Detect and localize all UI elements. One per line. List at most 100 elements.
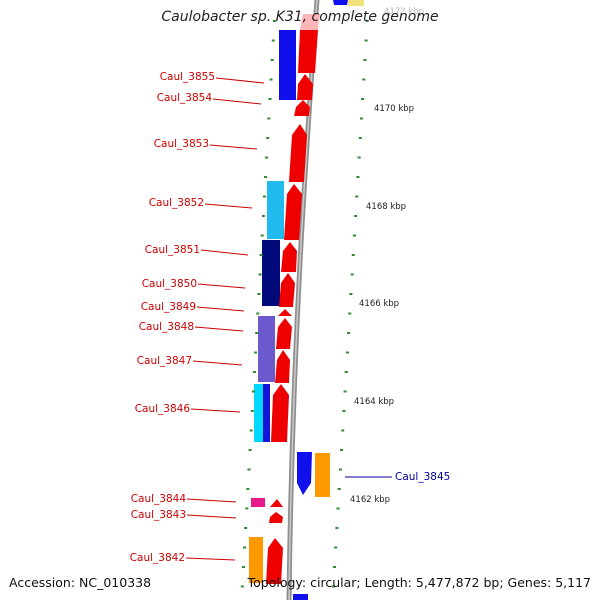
feature-block [279,30,296,100]
gene-label-leaders [185,77,392,561]
kbp-label: 4172 kbp [384,7,424,17]
tick-mark [264,176,268,178]
tick-mark [255,332,259,334]
tick-mark [267,117,271,120]
gene-label[interactable]: Caul_3850 [142,278,197,290]
kbp-label: 4166 kbp [359,299,399,309]
gene-arrow [298,30,318,73]
gene-arrow [275,350,290,383]
tick-mark [363,59,367,61]
tick-mark [270,59,274,61]
kbp-label: 4164 kbp [354,397,394,407]
tick-mark [256,312,260,315]
kbp-label: 4168 kbp [366,202,406,212]
gene-label[interactable]: Caul_3854 [157,92,213,104]
tick-mark [343,390,347,393]
kbp-label: 4170 kbp [374,104,414,114]
tick-mark [240,585,244,588]
tick-mark [244,527,248,529]
feature-block [249,537,263,583]
topology-text: Topology: circular; Length: 5,477,872 bp… [247,575,591,590]
tick-mark [357,156,361,159]
tick-mark [347,332,351,334]
gene-arrow [333,0,348,5]
tick-mark [260,234,264,237]
gene-arrow [281,242,297,272]
gene-arrow [269,512,283,523]
map-title: Caulobacter sp. K31, complete genome [161,9,439,25]
gene-arrow [297,452,312,495]
tick-mark [241,566,245,568]
tick-mark [252,371,256,373]
gene-label[interactable]: Caul_3848 [139,321,194,333]
tick-mark [336,507,340,510]
gene-label[interactable]: Caul_3849 [141,301,196,313]
tick-mark [340,449,344,451]
tick-mark [335,527,339,529]
gene-label[interactable]: Caul_3852 [149,197,204,209]
feature-block [315,453,330,497]
gene-label[interactable]: Caul_3843 [131,509,186,521]
tick-mark [355,195,359,198]
feature-block [263,384,270,442]
tick-mark [248,449,252,451]
gene-arrow [270,499,283,507]
gene-label[interactable]: Caul_3855 [160,71,215,83]
tick-mark [352,234,356,237]
tick-mark [362,78,366,81]
gene-label[interactable]: Caul_3851 [145,244,200,256]
tick-mark [334,546,338,549]
gene-arrow [289,124,307,182]
feature-block [267,181,284,239]
tick-mark [364,39,368,42]
tick-mark [331,585,335,588]
tick-mark [269,78,273,81]
tick-mark [345,351,349,354]
gene-arrow [271,384,289,442]
tick-mark [250,410,254,412]
tick-mark [247,468,251,471]
tick-mark [354,215,358,217]
accession-text: Accession: NC_010338 [9,575,152,590]
tick-mark [356,176,360,178]
feature-blocks [249,0,364,583]
tick-mark [344,371,348,373]
feature-block [258,316,275,382]
tick-mark [271,39,275,42]
tick-mark [258,273,262,276]
feature-block [348,0,364,6]
gene-arrows [266,0,348,600]
gene-arrow [293,594,308,600]
tick-mark [349,293,353,295]
tick-mark [365,20,369,22]
tick-mark [257,293,261,295]
tick-mark [351,254,355,256]
gene-arrow [278,309,292,316]
gene-arrow [294,100,310,116]
gene-labels: Caul_3855 Caul_3854 Caul_3853 Caul_3852 … [130,71,451,564]
tick-mark [341,429,345,432]
tick-mark [337,488,341,490]
feature-block [262,240,280,306]
tick-marks [240,20,369,588]
tick-mark [361,98,365,100]
tick-mark [350,273,354,276]
gene-arrow [284,184,302,240]
tick-mark [272,20,276,22]
gene-label[interactable]: Caul_3853 [154,138,209,150]
tick-mark [254,351,258,354]
tick-mark [245,507,249,510]
gene-label[interactable]: Caul_3846 [135,403,191,415]
tick-mark [266,137,270,139]
gene-label[interactable]: Caul_3845 [395,471,450,483]
tick-mark [358,137,362,139]
tick-mark [243,546,247,549]
feature-block [254,384,264,442]
tick-mark [265,156,269,159]
gene-label[interactable]: Caul_3842 [130,552,185,564]
gene-label[interactable]: Caul_3847 [137,355,192,367]
kbp-label: 4162 kbp [350,495,390,505]
gene-label[interactable]: Caul_3844 [131,493,187,505]
gene-arrow [276,318,292,349]
